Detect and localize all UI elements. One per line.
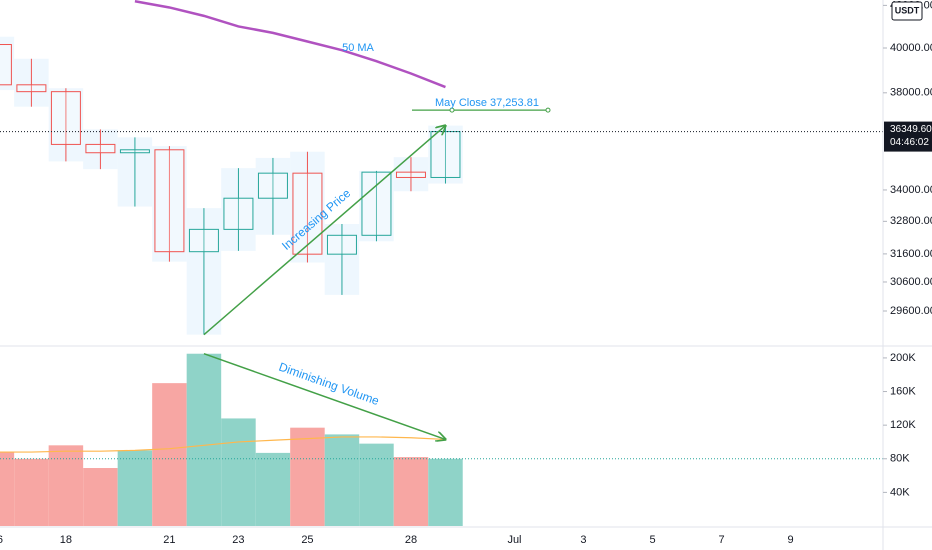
candle-body: [292, 172, 323, 255]
level-handle: [449, 107, 455, 113]
x-tick-label: 5: [649, 534, 655, 546]
y-tick-label: 38000.00: [890, 87, 932, 99]
y-tick-label: 40000.00: [890, 42, 932, 54]
candle-body: [16, 84, 47, 93]
y-tick-label: 200K: [890, 352, 916, 364]
candle-body: [223, 197, 254, 230]
volume-bar: [324, 434, 360, 526]
ma-label: 50 MA: [342, 42, 374, 54]
x-tick-label: 3: [580, 534, 586, 546]
candle-body: [119, 149, 150, 154]
ma-line: [134, 0, 446, 89]
x-tick-label: Jul: [507, 534, 521, 546]
volume-bar: [0, 452, 15, 526]
candle-body: [395, 171, 426, 178]
annotation: Diminishing Volume: [277, 360, 381, 409]
y-tick-label: 160K: [890, 385, 916, 397]
time-axis-bg: [0, 527, 932, 550]
currency-badge: [891, 1, 923, 21]
volume-bar: [255, 452, 291, 526]
y-tick-label: 29600.00: [890, 305, 932, 317]
volume-bar: [428, 458, 463, 526]
candle-body: [326, 234, 357, 255]
y-tick-label: 40K: [890, 486, 910, 498]
x-tick-label: 16: [0, 534, 3, 546]
x-tick-label: 21: [163, 534, 175, 546]
y-tick-label: 32800.00: [890, 215, 932, 227]
candle-body: [430, 131, 461, 178]
candle-range: [0, 36, 15, 91]
candle-body: [154, 149, 185, 253]
volume-bar: [14, 458, 49, 526]
volume-bar: [186, 353, 222, 526]
x-tick-label: 25: [301, 534, 313, 546]
volume-bar: [83, 468, 118, 526]
y-tick-label: 31600.00: [890, 248, 932, 260]
volume-bar: [221, 418, 256, 526]
candle-body: [188, 228, 219, 253]
trend-arrow: [203, 126, 446, 336]
x-tick-label: 28: [405, 534, 417, 546]
candle-body: [50, 91, 81, 145]
price-axis-bg: [883, 0, 932, 550]
x-tick-label: 7: [718, 534, 724, 546]
volume-bar: [152, 383, 187, 526]
volume-bar: [359, 443, 394, 526]
x-tick-label: 18: [60, 534, 72, 546]
y-tick-label: 30600.00: [890, 276, 932, 288]
volume-bar: [393, 457, 429, 526]
y-tick-label: 120K: [890, 419, 916, 431]
candle-body: [257, 172, 288, 199]
last-price-box: [884, 121, 932, 152]
x-tick-label: 9: [787, 534, 793, 546]
volume-bar: [48, 445, 84, 526]
candle-body: [0, 44, 12, 86]
countdown-label: 04:46:02: [890, 137, 929, 148]
volume-bar: [290, 427, 325, 526]
currency-label: USDT: [895, 5, 920, 15]
candle-body: [361, 171, 392, 236]
last-price-label: 36349.60: [890, 124, 932, 135]
trend-arrow: [203, 353, 446, 440]
candle-body: [85, 143, 116, 154]
level-handle: [545, 107, 551, 113]
volume-bar: [117, 450, 153, 526]
volume-ma-line: [0, 436, 446, 453]
y-tick-label: 80K: [890, 453, 910, 465]
level-label: May Close 37,253.81: [435, 97, 539, 109]
x-tick-label: 23: [232, 534, 244, 546]
y-tick-label: 34000.00: [890, 184, 932, 196]
